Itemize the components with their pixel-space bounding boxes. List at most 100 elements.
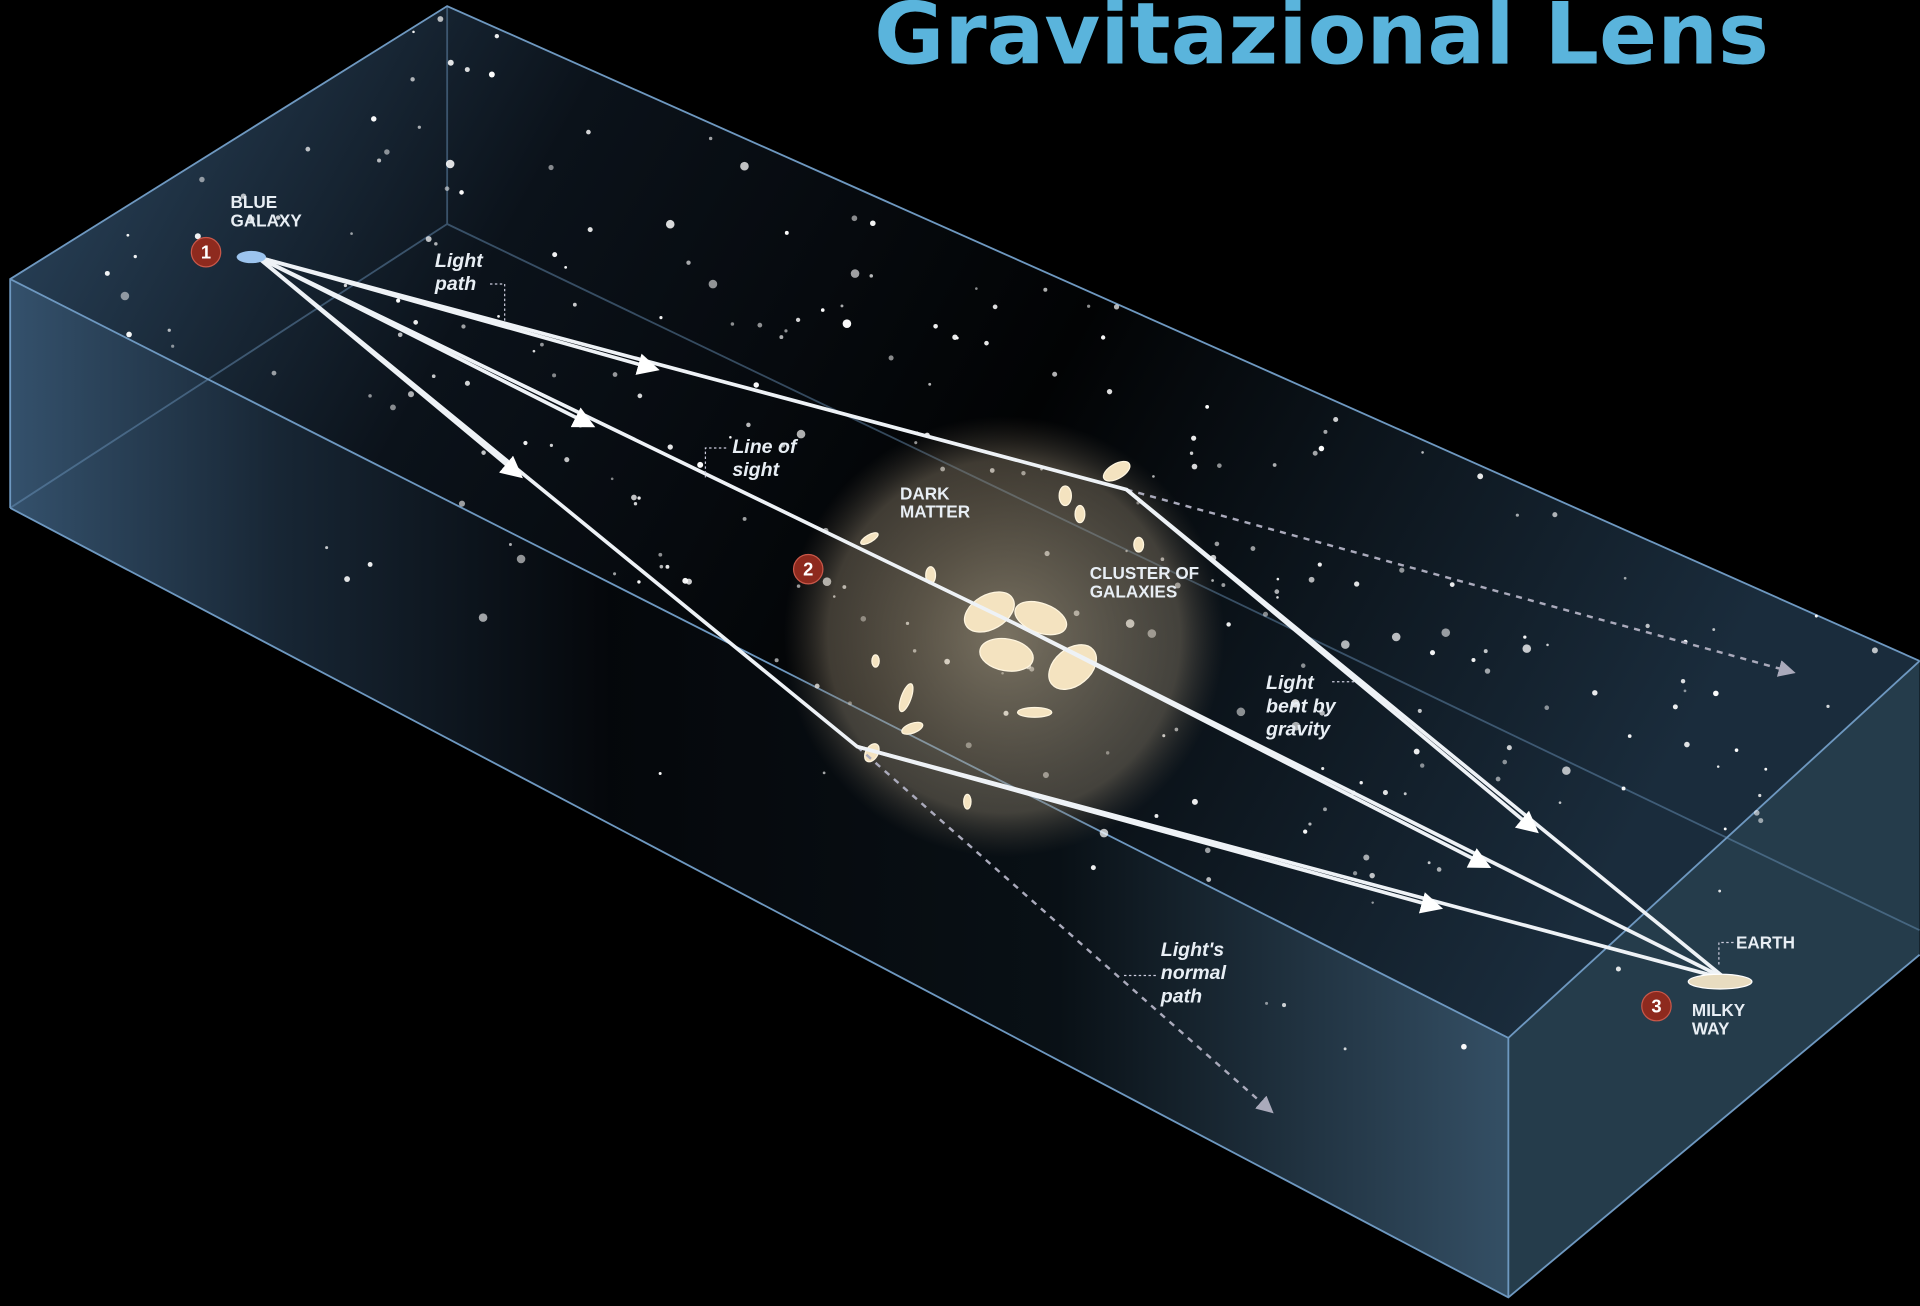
star bbox=[350, 232, 353, 235]
star bbox=[730, 322, 735, 326]
star bbox=[888, 355, 894, 361]
star bbox=[870, 220, 876, 227]
label: Light bbox=[1266, 672, 1315, 694]
star bbox=[549, 443, 553, 447]
marker bbox=[792, 553, 824, 585]
light-paths bbox=[256, 255, 1796, 1114]
star bbox=[1477, 473, 1484, 480]
star bbox=[572, 302, 577, 307]
star bbox=[1371, 901, 1374, 904]
star bbox=[1204, 847, 1211, 854]
star bbox=[1276, 596, 1279, 599]
star bbox=[396, 298, 401, 303]
star bbox=[784, 230, 789, 235]
star bbox=[1354, 581, 1360, 587]
star bbox=[1043, 287, 1048, 292]
star bbox=[1319, 710, 1325, 716]
star bbox=[120, 291, 130, 301]
star bbox=[820, 308, 825, 312]
star bbox=[1090, 865, 1096, 871]
star bbox=[708, 279, 718, 289]
star bbox=[532, 349, 536, 353]
star bbox=[552, 252, 558, 258]
star bbox=[659, 564, 664, 569]
star bbox=[586, 129, 591, 135]
star bbox=[1333, 416, 1339, 423]
label: BLUE bbox=[231, 192, 278, 212]
star bbox=[1308, 822, 1312, 826]
star bbox=[1627, 734, 1632, 738]
star bbox=[1205, 404, 1210, 409]
label: bent by bbox=[1266, 695, 1337, 717]
star bbox=[447, 59, 454, 66]
star bbox=[850, 269, 860, 278]
star bbox=[631, 494, 637, 501]
star bbox=[1546, 643, 1549, 647]
star bbox=[665, 219, 675, 229]
star bbox=[1274, 589, 1280, 594]
star bbox=[740, 161, 749, 171]
star bbox=[780, 442, 786, 448]
star bbox=[1300, 663, 1306, 668]
star bbox=[851, 215, 858, 222]
star bbox=[1758, 793, 1762, 798]
star bbox=[1317, 562, 1322, 567]
star bbox=[384, 149, 390, 155]
star bbox=[992, 304, 998, 310]
star bbox=[795, 317, 801, 323]
star bbox=[459, 190, 464, 195]
label: path bbox=[1160, 985, 1202, 1007]
star bbox=[1592, 690, 1598, 696]
star bbox=[840, 304, 844, 308]
label: CLUSTER OF bbox=[1090, 563, 1199, 583]
star bbox=[1272, 463, 1277, 467]
label: GALAXY bbox=[231, 210, 303, 230]
star bbox=[1323, 429, 1328, 434]
star bbox=[497, 314, 500, 318]
star bbox=[1100, 335, 1106, 340]
star bbox=[757, 322, 763, 328]
star bbox=[665, 564, 670, 569]
star bbox=[1052, 371, 1058, 377]
star bbox=[1522, 644, 1532, 653]
star bbox=[1250, 546, 1256, 551]
star bbox=[697, 461, 704, 468]
galaxy-cluster bbox=[860, 460, 1145, 810]
star bbox=[1483, 649, 1488, 654]
star bbox=[708, 136, 713, 141]
star bbox=[552, 373, 557, 378]
star bbox=[367, 562, 373, 567]
label: gravity bbox=[1265, 719, 1331, 741]
marker-number: 2 bbox=[803, 559, 813, 580]
label: path bbox=[434, 273, 476, 295]
star bbox=[984, 340, 989, 346]
star bbox=[1552, 512, 1558, 518]
star bbox=[1495, 776, 1501, 782]
star bbox=[1312, 450, 1318, 456]
star bbox=[548, 164, 554, 171]
star bbox=[1087, 304, 1091, 308]
star bbox=[869, 274, 874, 278]
star bbox=[1206, 877, 1212, 882]
star bbox=[587, 227, 593, 233]
star bbox=[481, 450, 486, 455]
star bbox=[1436, 867, 1442, 872]
star bbox=[822, 771, 826, 775]
star bbox=[742, 516, 747, 521]
star bbox=[1236, 707, 1246, 717]
star bbox=[437, 16, 444, 22]
star bbox=[478, 613, 488, 622]
star bbox=[1191, 463, 1198, 470]
star bbox=[1471, 658, 1476, 663]
star bbox=[1399, 567, 1405, 573]
marker bbox=[1641, 990, 1672, 1022]
star bbox=[248, 215, 255, 222]
star bbox=[578, 422, 583, 428]
star bbox=[325, 546, 329, 550]
star bbox=[612, 372, 618, 377]
star bbox=[1189, 451, 1194, 455]
star bbox=[464, 380, 470, 386]
star bbox=[779, 335, 784, 340]
star bbox=[1826, 704, 1830, 708]
star bbox=[407, 391, 415, 398]
